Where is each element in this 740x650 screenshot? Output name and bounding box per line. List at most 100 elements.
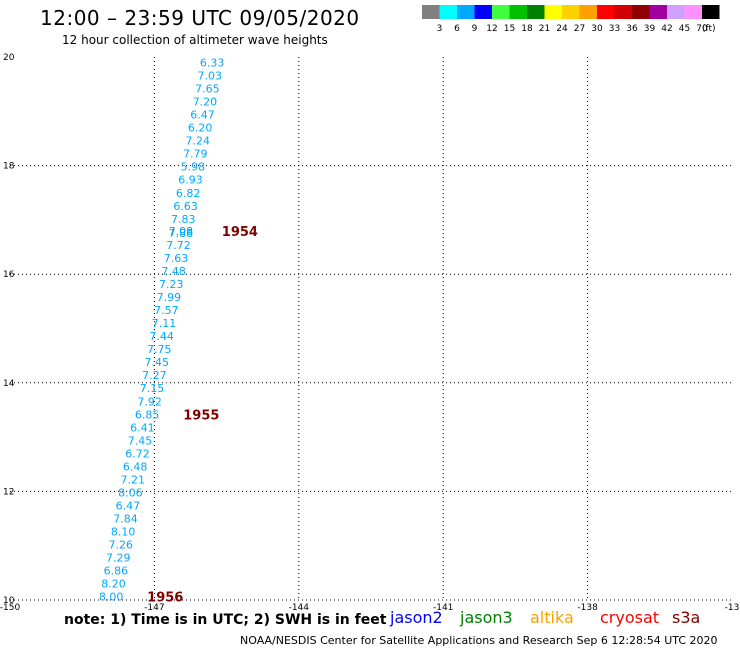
wave-height-label: 7.26 [108,539,133,552]
colorbar-swatch [702,5,720,19]
colorbar-swatch [614,5,632,19]
chart-title: 12:00 – 23:59 UTC 09/05/2020 [40,6,360,30]
wave-height-label: 8.20 [101,578,126,591]
colorbar-unit: (ft) [702,24,716,34]
y-tick-label: 16 [3,270,15,280]
wave-height-label: 7.65 [195,82,220,95]
colorbar-swatch [457,5,475,19]
colorbar-label: 30 [591,24,603,34]
time-label: 1955 [183,408,219,423]
colorbar-swatch [509,5,527,19]
colorbar-label: 3 [437,24,443,34]
colorbar-label: 15 [504,24,515,34]
footer-credit: NOAA/NESDIS Center for Satellite Applica… [240,634,718,647]
colorbar-label: 24 [556,24,568,34]
wave-height-label: 7.45 [128,434,153,447]
colorbar-label: 39 [644,24,656,34]
wave-height-label: 6.47 [116,500,141,513]
time-label: 1956 [147,591,183,606]
wave-height-label: 6.86 [104,565,129,578]
wave-height-label: 8.10 [111,526,136,539]
colorbar-swatch [422,5,440,19]
wave-height-label: 7.48 [161,265,186,278]
wave-height-label: 7.24 [185,135,210,148]
colorbar-swatch [492,5,510,19]
colorbar-swatch [632,5,650,19]
colorbar-swatch [579,5,597,19]
wave-height-label: 7.99 [157,291,182,304]
colorbar-swatch [527,5,545,19]
colorbar-swatch [597,5,615,19]
colorbar-swatch [474,5,492,19]
wave-height-label: 7.15 [140,382,165,395]
x-tick-label: -138 [577,603,598,613]
wave-height-label: 7.57 [154,304,179,317]
legend-cryosat: cryosat [600,608,660,627]
colorbar-label: 42 [661,24,672,34]
wave-height-label: 7.11 [152,317,177,330]
colorbar-swatch [562,5,580,19]
wave-height-label: 6.93 [178,174,203,187]
wave-height-label: 7.44 [149,330,174,343]
wave-height-label: 7.21 [120,473,145,486]
wave-height-label: 7.88 [169,227,194,240]
wave-height-label: 7.72 [166,239,191,252]
x-tick-label: -141 [433,603,453,613]
legend-jason2: jason2 [390,608,443,627]
colorbar-label: 27 [574,24,585,34]
colorbar-swatch [649,5,667,19]
y-tick-label: 14 [3,379,15,389]
y-tick-label: 10 [3,596,15,606]
wave-height-label: 6.48 [123,460,148,473]
wave-height-label: 7.27 [142,369,167,382]
x-tick-label: -13 [725,603,740,613]
colorbar-legend: 3 6 9 12 15 18 21 24 27 30 33 36 39 42 45 70(ft) [422,5,720,34]
colorbar-swatch [684,5,702,19]
wave-height-label: 6.47 [190,109,215,122]
wave-height-label: 6.63 [173,200,198,213]
footer-note: note: 1) Time is in UTC; 2) SWH is in fe… [64,612,387,628]
colorbar-swatch [667,5,685,19]
y-tick-label: 12 [3,487,14,497]
wave-height-label: 7.29 [106,552,131,565]
wave-height-label: 7.63 [164,252,189,265]
colorbar-label: 6 [454,24,460,34]
wave-height-label: 8.00 [99,591,124,604]
wave-height-label: 6.33 [200,56,225,69]
wave-height-label: 7.20 [193,96,218,109]
wave-height-label: 6.82 [176,187,201,200]
colorbar-label: 21 [539,24,550,34]
y-tick-label: 20 [3,53,15,63]
wave-height-label: 7.03 [198,69,223,82]
wave-height-label: 7.75 [147,343,172,356]
colorbar-label: 12 [486,24,497,34]
wave-height-label: 7.92 [137,395,162,408]
wave-height-label: 6.41 [130,421,155,434]
wave-height-label: 6.20 [188,122,213,135]
wave-height-label: 7.08 [169,225,194,238]
x-tick-label: -147 [144,603,164,613]
wave-height-label: 7.23 [159,278,184,291]
wave-height-label: 6.72 [125,447,150,460]
colorbar-swatch [544,5,562,19]
wave-height-label: 6.85 [135,408,160,421]
chart-subtitle: 12 hour collection of altimeter wave hei… [62,33,328,47]
time-label: 1954 [222,225,258,240]
y-tick-label: 18 [3,162,15,172]
colorbar-label: 33 [609,24,620,34]
legend-s3a: s3a [672,608,701,627]
colorbar-swatch [439,5,457,19]
colorbar-label: 36 [626,24,638,34]
wave-height-label: 5.98 [181,161,206,174]
wave-height-label: 7.83 [171,213,196,226]
x-tick-label: -144 [289,603,310,613]
colorbar-label: 18 [521,24,533,34]
wave-height-label: 7.79 [183,148,208,161]
wave-height-label: 8.06 [118,486,143,499]
colorbar-label: 45 [679,24,690,34]
legend-jason3: jason3 [460,608,513,627]
colorbar-label: 70 [696,24,708,34]
wave-height-label: 7.84 [113,513,138,526]
wave-height-label: 7.45 [145,356,170,369]
